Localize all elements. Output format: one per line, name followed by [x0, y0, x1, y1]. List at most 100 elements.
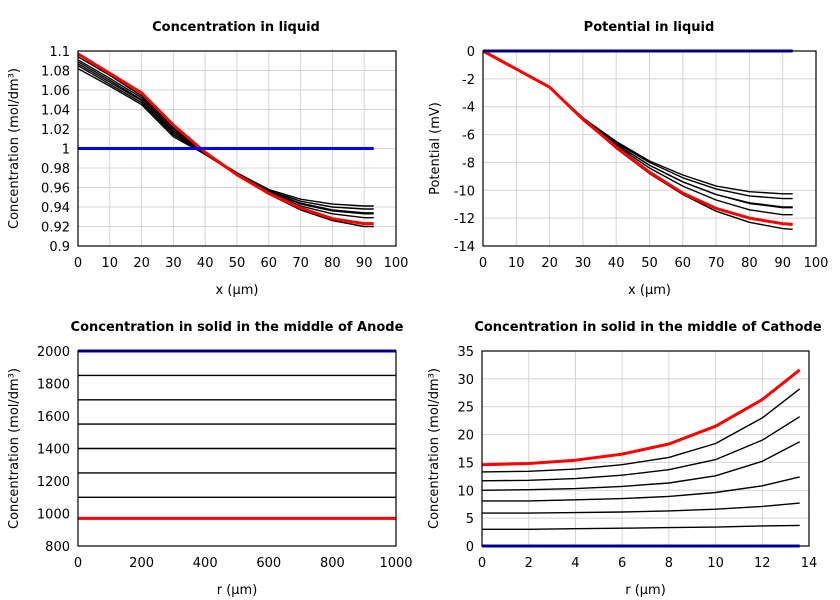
y-tick-label: 1400 [37, 443, 70, 458]
y-tick-label: 5 [466, 512, 474, 527]
plot-frame [77, 350, 397, 547]
y-tick-label: 0.94 [41, 201, 70, 216]
plot-frame [481, 350, 810, 547]
chart-title: Concentration in solid in the middle of … [71, 320, 404, 335]
x-tick-label: 70 [708, 256, 725, 271]
series-line-1 [482, 50, 793, 200]
x-tick-label: 0 [74, 256, 82, 271]
subplot-cathode-solid-concentration: Concentration in solid in the middle of … [427, 320, 822, 598]
y-tick-label: 1800 [37, 378, 70, 393]
plot-frame [77, 50, 397, 247]
x-tick-label: 0 [74, 556, 82, 571]
x-tick-label: 2 [525, 556, 533, 571]
x-tick-label: 20 [541, 256, 558, 271]
x-tick-label: 50 [641, 256, 658, 271]
y-tick-label: 0 [466, 540, 474, 555]
series-line-2 [482, 50, 793, 208]
y-tick-label: 1.04 [41, 104, 70, 119]
series-line-1 [481, 416, 801, 482]
subplot-liquid-potential: Potential in liquid 0 10 20 30 40 50 60 70 80 90 10… [428, 20, 828, 298]
x-tick-label: 40 [608, 256, 625, 271]
y-tick-label: 2000 [37, 345, 70, 360]
x-tick-label: 60 [675, 256, 692, 271]
x-tick-label: 1000 [379, 556, 412, 571]
y-tick-label: -12 [454, 212, 475, 227]
x-tick-label: 100 [804, 256, 829, 271]
x-tick-label: 90 [356, 256, 373, 271]
y-tick-label: -6 [462, 129, 475, 144]
y-tick-label: 10 [457, 484, 474, 499]
x-tick-label: 70 [292, 256, 309, 271]
y-axis-label: Potential (mV) [428, 102, 443, 195]
y-tick-label: 1.02 [41, 123, 70, 138]
x-axis-label: x (µm) [628, 283, 671, 298]
x-tick-label: 10 [707, 556, 724, 571]
y-tick-label: 15 [457, 456, 474, 471]
x-tick-label: 0 [479, 256, 487, 271]
y-tick-label: 30 [457, 373, 474, 388]
chart-title: Concentration in liquid [152, 20, 320, 35]
x-tick-label: 20 [133, 256, 150, 271]
y-axis-label: Concentration (mol/dm³) [7, 68, 22, 229]
y-tick-label: 1.06 [41, 84, 70, 99]
series-line-5 [482, 524, 800, 530]
x-tick-label: 40 [197, 256, 214, 271]
series-line-6 [482, 49, 793, 226]
subplot-liquid-concentration: Concentration in liquid 0 10 20 30 40 50 60 70 80… [7, 20, 408, 298]
y-axis-label: Concentration (mol/dm³) [427, 368, 442, 529]
x-axis-label: r (µm) [625, 583, 666, 598]
y-tick-label: 1600 [37, 410, 70, 425]
y-tick-label: 800 [45, 540, 70, 555]
series-line-1 [77, 59, 374, 210]
y-tick-label: -2 [462, 73, 475, 88]
x-tick-label: 200 [129, 556, 154, 571]
series-line-2 [77, 61, 374, 214]
x-tick-label: 6 [618, 556, 626, 571]
y-tick-label: 1000 [37, 508, 70, 523]
x-tick-label: 50 [229, 256, 246, 271]
x-tick-label: 14 [801, 556, 818, 571]
y-tick-label: -14 [454, 240, 475, 255]
series-line-3 [482, 476, 800, 502]
x-tick-label: 400 [193, 556, 218, 571]
x-tick-label: 100 [384, 256, 409, 271]
x-tick-label: 800 [320, 556, 345, 571]
series-line-2 [481, 441, 801, 491]
x-tick-label: 0 [478, 556, 486, 571]
series-line-0 [77, 56, 374, 207]
y-tick-label: -4 [462, 101, 475, 116]
y-tick-label: 0.9 [49, 240, 70, 255]
y-tick-label: -8 [462, 156, 475, 171]
y-tick-label: 1200 [37, 475, 70, 490]
x-tick-label: 60 [261, 256, 278, 271]
y-tick-label: 25 [457, 401, 474, 416]
x-axis-label: x (µm) [216, 283, 259, 298]
y-tick-label: 0.98 [41, 162, 70, 177]
x-axis-label: r (µm) [217, 583, 258, 598]
x-tick-label: 600 [256, 556, 281, 571]
series-line-3 [482, 50, 793, 209]
x-tick-label: 12 [754, 556, 771, 571]
y-tick-label: 35 [457, 345, 474, 360]
y-tick-label: 1.08 [41, 65, 70, 80]
chart-title: Concentration in solid in the middle of … [474, 320, 822, 335]
x-tick-label: 10 [508, 256, 525, 271]
x-tick-label: 8 [665, 556, 673, 571]
y-axis-label: Concentration (mol/dm³) [7, 368, 22, 529]
y-tick-label: 0 [467, 45, 475, 60]
series-line-6 [77, 52, 374, 226]
x-tick-label: 4 [571, 556, 579, 571]
subplot-anode-solid-concentration: Concentration in solid in the middle of … [7, 320, 413, 598]
x-tick-label: 30 [575, 256, 592, 271]
x-tick-label: 80 [741, 256, 758, 271]
series-line-0 [481, 388, 801, 473]
x-tick-label: 10 [102, 256, 119, 271]
plot-frame [482, 50, 817, 247]
chart-title: Potential in liquid [584, 20, 715, 35]
y-tick-label: 0.92 [41, 221, 70, 236]
x-tick-label: 30 [165, 256, 182, 271]
y-tick-label: 0.96 [41, 182, 70, 197]
x-tick-label: 90 [774, 256, 791, 271]
y-tick-label: 1 [62, 143, 70, 158]
